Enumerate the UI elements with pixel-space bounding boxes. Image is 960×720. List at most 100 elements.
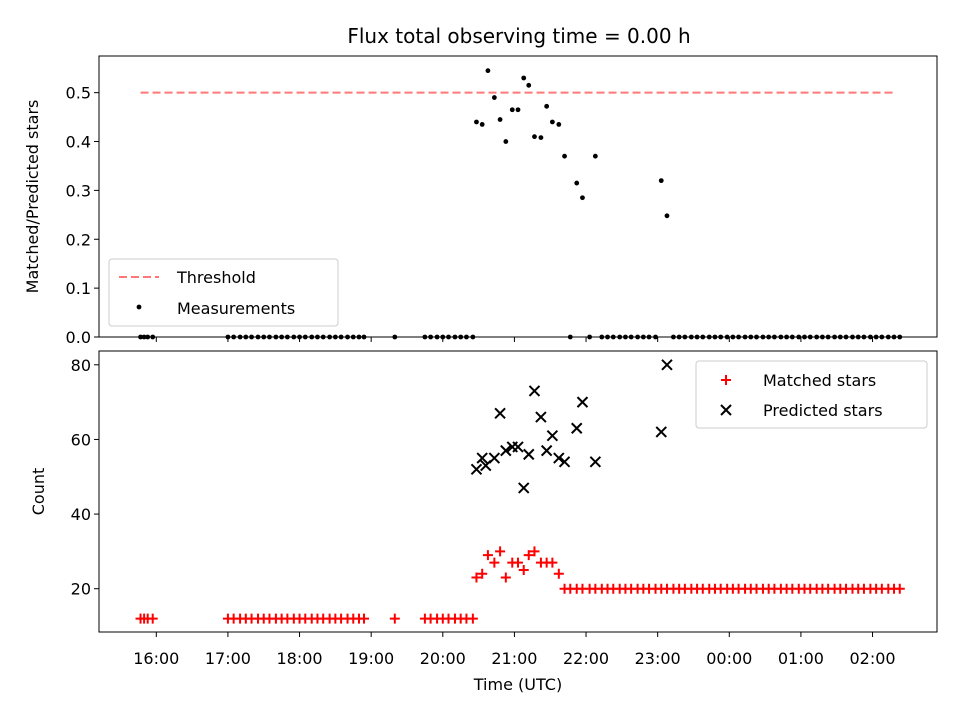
chart-title: Flux total observing time = 0.00 h (347, 24, 690, 48)
bottom-xtick-label: 16:00 (133, 649, 179, 668)
predicted-star-point (494, 407, 506, 420)
predicted-star-point (518, 482, 530, 494)
legend-matched-swatch (721, 375, 731, 385)
measurement-point (580, 195, 585, 201)
bottom-xtick-label: 21:00 (491, 649, 537, 668)
matched-star-point (513, 557, 523, 568)
measurement-point (544, 103, 550, 109)
matched-star-point (547, 557, 558, 568)
measurement-point (574, 180, 580, 186)
top-ytick-label: 0.0 (66, 328, 91, 347)
top-ytick-label: 0.3 (66, 181, 91, 200)
measurement-point (664, 213, 670, 219)
matched-star-point (359, 613, 370, 624)
legend-measurements-swatch (136, 304, 142, 310)
measurement-point (532, 134, 537, 140)
predicted-star-point (655, 426, 667, 438)
bottom-ytick-label: 40 (71, 505, 91, 524)
predicted-star-point (661, 359, 673, 371)
top-legend-box (108, 258, 339, 327)
matched-star-point (553, 568, 564, 579)
predicted-star-point (488, 452, 501, 464)
measurement-point (503, 139, 509, 144)
matched-star-point (471, 572, 482, 583)
predicted-star-point (553, 452, 565, 464)
bottom-xtick-label: 22:00 (563, 649, 609, 668)
top-ytick-label: 0.5 (66, 84, 91, 103)
measurement-point (526, 82, 532, 88)
measurement-point (509, 107, 515, 113)
matched-star-point (147, 613, 158, 624)
predicted-star-point (535, 411, 547, 423)
bottom-xtick-label: 18:00 (276, 649, 322, 668)
matched-star-point (495, 546, 506, 557)
measurement-point (658, 178, 664, 184)
matched-star-point (500, 572, 511, 583)
bottom-ytick-label: 80 (71, 356, 91, 375)
predicted-star-point (512, 441, 524, 453)
measurement-point (562, 153, 567, 159)
bottom-xtick-label: 19:00 (348, 649, 394, 668)
bottom-xtick-label: 23:00 (635, 649, 681, 668)
top-legend: Threshold Measurements (108, 258, 339, 327)
measurement-point (521, 75, 527, 81)
bottom-xtick-label: 20:00 (420, 649, 466, 668)
measurement-point (592, 153, 598, 159)
top-axes-frame (98, 55, 938, 338)
matched-star-point (477, 568, 488, 579)
measurement-point (556, 122, 562, 127)
predicted-star-point (576, 396, 589, 408)
bottom-legend: Matched stars Predicted stars (695, 360, 928, 429)
predicted-star-point (470, 463, 483, 476)
predicted-star-point (589, 456, 602, 468)
predicted-star-point (528, 385, 541, 397)
top-ylabel: Matched/Predicted stars (23, 100, 42, 294)
top-ytick-label: 0.1 (66, 279, 91, 298)
top-ytick-label: 0.4 (66, 133, 91, 152)
matched-star-point (467, 613, 478, 624)
measurement-point (479, 122, 485, 127)
legend-matched-label: Matched stars (763, 371, 876, 390)
bottom-xtick-label: 00:00 (706, 649, 752, 668)
predicted-star-point (546, 430, 559, 442)
predicted-star-point (476, 452, 488, 464)
measurement-point (538, 135, 544, 141)
matched-star-point (529, 546, 540, 557)
measurement-point (497, 117, 503, 122)
bottom-axes-frame (98, 350, 938, 633)
bottom-xtick-label: 01:00 (778, 649, 824, 668)
bottom-xtick-label: 02:00 (849, 649, 895, 668)
matched-stars-series (135, 546, 905, 624)
predicted-star-point (540, 444, 553, 457)
top-ytick-label: 0.2 (66, 230, 91, 249)
measurement-point (515, 107, 521, 113)
measurement-point (491, 95, 497, 100)
matched-star-point (389, 613, 400, 624)
measurement-point (485, 68, 491, 74)
predicted-star-point (571, 422, 583, 434)
bottom-xlabel: Time (UTC) (473, 675, 562, 694)
predicted-star-point (523, 448, 535, 461)
bottom-ytick-label: 60 (71, 430, 91, 449)
matched-star-point (482, 550, 493, 561)
top-panel: 0.0 0.1 0.2 0.3 0.4 0.5 Matched/Predicted star… (23, 55, 938, 347)
bottom-xtick-label: 17:00 (205, 649, 251, 668)
bottom-panel: 20 40 60 80 16:00 17:00 18:00 19:00 20:00 21:00 22… (29, 350, 938, 694)
bottom-legend-box (695, 360, 928, 429)
predicted-star-point (500, 444, 512, 457)
matched-star-point (523, 550, 534, 561)
bottom-ylabel: Count (29, 468, 48, 516)
matched-star-point (518, 565, 529, 576)
predicted-stars-series (470, 359, 673, 494)
legend-measurements-label: Measurements (177, 299, 295, 318)
matched-star-point (489, 557, 500, 568)
legend-predicted-label: Predicted stars (763, 401, 883, 420)
predicted-star-point (558, 456, 571, 468)
legend-threshold-label: Threshold (176, 268, 256, 287)
matched-star-point (894, 583, 905, 594)
legend-predicted-swatch (720, 404, 732, 416)
bottom-ytick-label: 20 (71, 580, 91, 599)
measurement-point (549, 119, 555, 125)
